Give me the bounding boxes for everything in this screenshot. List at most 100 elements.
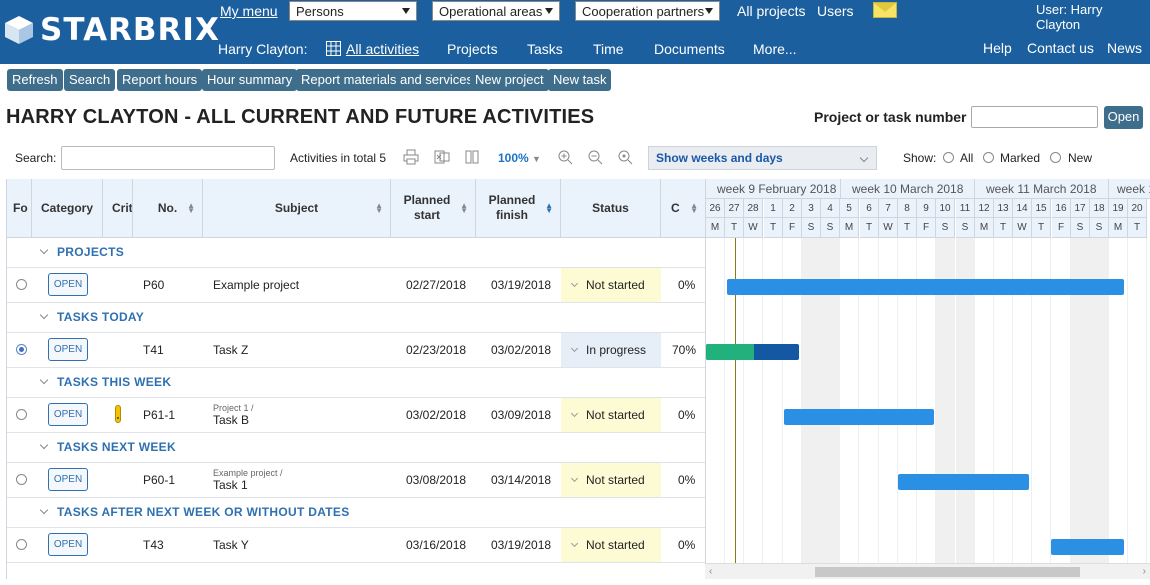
status-select[interactable]: In progress [561, 333, 661, 367]
hour-summary-button[interactable]: Hour summary [202, 69, 298, 91]
row-number[interactable]: T41 [143, 343, 164, 357]
column-header-follow[interactable]: Fo [7, 179, 32, 238]
gantt-day-column [994, 238, 1013, 563]
row-select-radio[interactable] [16, 409, 27, 420]
column-header-status[interactable]: Status [561, 179, 661, 238]
row-subject-cell[interactable]: Project 1 / Task B [213, 398, 254, 432]
scroll-right-icon[interactable]: › [1142, 566, 1146, 577]
search-button[interactable]: Search [64, 69, 116, 91]
contact-us-link[interactable]: Contact us [1027, 40, 1094, 56]
new-task-button[interactable]: New task [548, 69, 612, 91]
mail-icon[interactable] [873, 2, 897, 18]
row-number[interactable]: T43 [143, 538, 164, 552]
row-subject-cell[interactable]: Example project / Task 1 [213, 463, 283, 497]
row-subject[interactable]: Task Y [213, 538, 249, 552]
zoom-level[interactable]: 100% ▼ [498, 151, 541, 165]
gantt-week-header: week 10 March 2018 [841, 179, 975, 199]
new-project-button[interactable]: New project [470, 69, 549, 91]
gantt-bar-p60-1[interactable] [898, 474, 1029, 490]
open-button[interactable]: Open [1104, 106, 1143, 129]
row-number[interactable]: P61-1 [143, 408, 176, 422]
print-icon[interactable] [403, 149, 419, 165]
category-open-badge[interactable]: OPEN [48, 533, 88, 556]
nav-time[interactable]: Time [593, 41, 624, 57]
gantt-bar-p61-1[interactable] [784, 409, 934, 425]
timescale-select[interactable]: Show weeks and days [648, 146, 877, 170]
gantt-progress-t41 [706, 344, 754, 360]
category-open-badge[interactable]: OPEN [48, 338, 88, 361]
critical-warning-icon [115, 405, 121, 423]
help-link[interactable]: Help [983, 40, 1012, 56]
group-tasks-today[interactable]: TASKS TODAY [7, 303, 705, 333]
row-number[interactable]: P60 [143, 278, 165, 292]
gantt-day-letter: T [1032, 218, 1051, 238]
show-marked-radio[interactable] [983, 152, 994, 163]
column-layout-icon[interactable] [464, 149, 480, 165]
scrollbar-thumb[interactable] [815, 567, 1080, 577]
persons-dropdown[interactable]: Persons [289, 1, 417, 21]
status-text: In progress [586, 343, 647, 357]
gantt-day-number: 13 [994, 199, 1013, 218]
column-header-planned-finish[interactable]: Planned finish ▲ ▼ [476, 179, 561, 238]
nav-tasks[interactable]: Tasks [527, 41, 563, 57]
excel-export-icon[interactable] [434, 149, 450, 165]
news-link[interactable]: News [1107, 40, 1143, 56]
row-select-radio[interactable] [16, 279, 27, 290]
zoom-in-icon[interactable] [557, 149, 573, 165]
table-row[interactable]: OPEN T41 Task Z 02/23/2018 03/02/2018 In… [7, 333, 705, 368]
group-tasks-next-week[interactable]: TASKS NEXT WEEK [7, 433, 705, 463]
nav-all-activities[interactable]: All activities [346, 41, 420, 57]
gantt-bar-t43[interactable] [1051, 539, 1124, 555]
category-open-badge[interactable]: OPEN [48, 468, 88, 491]
gantt-day-letter: W [1013, 218, 1032, 238]
row-number[interactable]: P60-1 [143, 473, 176, 487]
show-new-radio[interactable] [1050, 152, 1061, 163]
column-header-planned-start[interactable]: Planned start ▲ ▼ [391, 179, 476, 238]
table-row[interactable]: OPEN T43 Task Y 03/16/2018 03/19/2018 No… [7, 528, 705, 563]
status-text: Not started [586, 538, 645, 552]
status-select[interactable]: Not started [561, 268, 661, 302]
column-header-no[interactable]: No. ▲ ▼ [133, 179, 203, 238]
category-open-badge[interactable]: OPEN [48, 403, 88, 426]
column-header-critical[interactable]: Crit [103, 179, 133, 238]
status-select[interactable]: Not started [561, 528, 661, 562]
operational-areas-dropdown[interactable]: Operational areas [432, 1, 560, 21]
status-select[interactable]: Not started [561, 398, 661, 432]
row-select-radio[interactable] [16, 539, 27, 550]
group-projects[interactable]: PROJECTS [7, 238, 705, 268]
nav-more[interactable]: More... [753, 41, 797, 57]
gantt-horizontal-scrollbar[interactable]: ‹ › [705, 563, 1150, 579]
row-subject[interactable]: Task Z [213, 343, 249, 357]
row-subject[interactable]: Example project [213, 278, 300, 292]
column-header-subject[interactable]: Subject ▲ ▼ [203, 179, 391, 238]
scroll-left-icon[interactable]: ‹ [709, 566, 713, 577]
users-link[interactable]: Users [817, 3, 854, 19]
report-materials-button[interactable]: Report materials and services [296, 69, 478, 91]
nav-projects[interactable]: Projects [447, 41, 498, 57]
table-row[interactable]: OPEN P61-1 Project 1 / Task B 03/02/2018… [7, 398, 705, 433]
gantt-bar-t41[interactable] [706, 344, 799, 360]
zoom-out-icon[interactable] [587, 149, 603, 165]
column-header-category[interactable]: Category [32, 179, 103, 238]
column-header-completion[interactable]: C ▲ ▼ [661, 179, 705, 238]
cooperation-partners-dropdown[interactable]: Cooperation partners [575, 1, 720, 21]
table-row[interactable]: OPEN P60-1 Example project / Task 1 03/0… [7, 463, 705, 498]
row-select-radio[interactable] [16, 474, 27, 485]
show-all-radio[interactable] [943, 152, 954, 163]
group-tasks-this-week[interactable]: TASKS THIS WEEK [7, 368, 705, 398]
row-select-radio[interactable] [16, 344, 27, 355]
table-row[interactable]: OPEN P60 Example project 02/27/2018 03/1… [7, 268, 705, 303]
gantt-bar-p60[interactable] [727, 279, 1124, 295]
group-tasks-after-next-week[interactable]: TASKS AFTER NEXT WEEK OR WITHOUT DATES [7, 498, 705, 528]
starbrix-logo[interactable]: STARBRIX [4, 10, 220, 50]
my-menu-link[interactable]: My menu [220, 3, 278, 19]
zoom-fit-icon[interactable] [617, 149, 633, 165]
report-hours-button[interactable]: Report hours [117, 69, 203, 91]
all-projects-link[interactable]: All projects [737, 3, 806, 19]
category-open-badge[interactable]: OPEN [48, 273, 88, 296]
nav-documents[interactable]: Documents [654, 41, 725, 57]
refresh-button[interactable]: Refresh [7, 69, 63, 91]
search-input[interactable] [61, 146, 275, 170]
project-task-number-input[interactable] [971, 106, 1098, 128]
status-select[interactable]: Not started [561, 463, 661, 497]
